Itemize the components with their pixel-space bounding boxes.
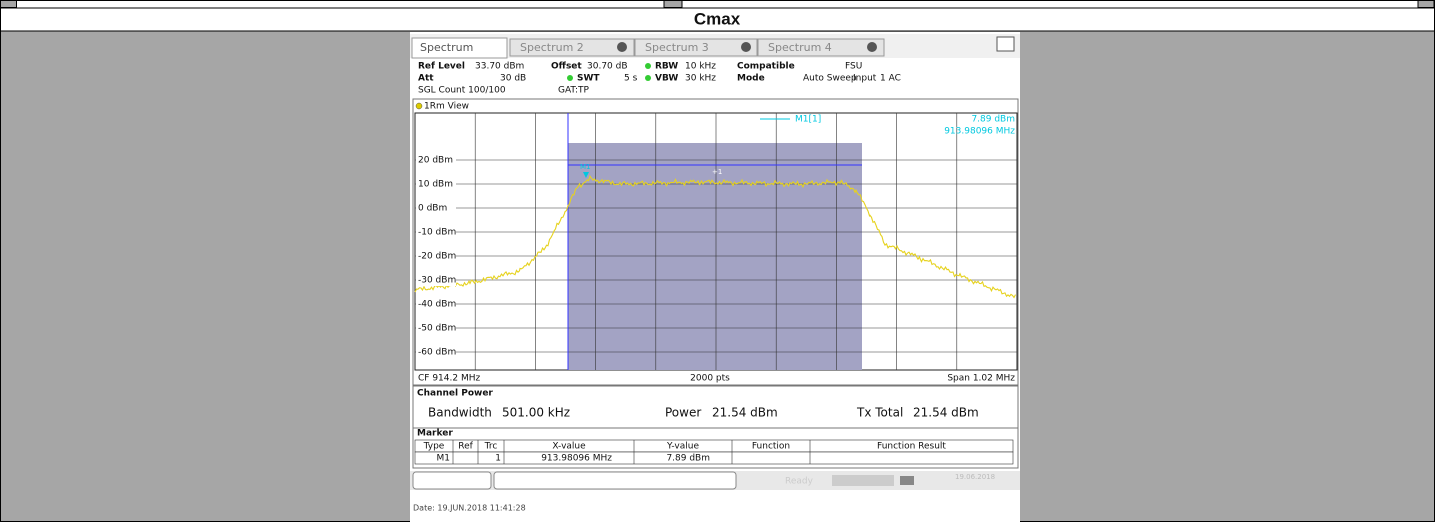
setting: VBW [655, 74, 678, 84]
cp-value: 21.54 dBm [712, 406, 778, 420]
col-header: X-value [552, 442, 586, 452]
channel-tag: +1 [712, 168, 722, 176]
led [645, 75, 651, 81]
setting: 33.70 dBm [475, 62, 524, 72]
plot-footer: 2000 pts [690, 374, 730, 384]
label-bg [416, 202, 456, 214]
setting: Ref Level [418, 62, 465, 72]
tab[interactable] [634, 38, 758, 57]
status-date: 19.06.2018 [955, 473, 995, 481]
setting: Compatible [737, 62, 795, 72]
y-label: 10 dBm [418, 180, 453, 190]
menu-icon[interactable] [996, 36, 1015, 52]
cell: 1 [495, 454, 501, 464]
tab[interactable] [757, 38, 885, 57]
y-labels: 20 dBm 10 dBm 0 dBm -10 dBm -20 dBm -30 dBm -4… [416, 154, 456, 358]
setting: Offset [551, 62, 582, 72]
col-header: Trc [484, 442, 498, 452]
label-bg [416, 322, 456, 334]
table-row [414, 451, 1014, 465]
led [567, 75, 573, 81]
setting: Auto Sweep [803, 74, 857, 84]
trace-icon [415, 102, 423, 110]
label-bg [416, 154, 456, 166]
y-label: -20 dBm [418, 252, 456, 262]
section-title: Marker [417, 429, 453, 439]
grid [415, 113, 1017, 370]
lan-icon [900, 476, 914, 485]
setting: 30 kHz [685, 74, 716, 84]
label-bg [416, 226, 456, 238]
status-field [493, 471, 737, 490]
label-bg [416, 250, 456, 262]
setting: RBW [655, 62, 678, 72]
status-field [412, 471, 492, 490]
header-title: Cmax [694, 9, 741, 28]
tab-label: Spectrum 2 [520, 41, 584, 54]
plot-footer: CF 914.2 MHz [418, 374, 480, 384]
setting: GAT:TP [558, 86, 589, 96]
marker-name: M1[1] [795, 115, 821, 125]
setting: Att [418, 74, 434, 84]
y-label: -60 dBm [418, 348, 456, 358]
setting: Mode [737, 74, 765, 84]
y-label: 0 dBm [418, 204, 447, 214]
status-state: Ready [785, 477, 814, 487]
cell: 7.89 dBm [666, 454, 710, 464]
channel-band [568, 143, 862, 370]
setting: 30 dB [500, 74, 526, 84]
marker-table: Type Ref Trc X-value Y-value Function Function… [414, 439, 1014, 465]
cell [0, 0, 17, 8]
label-bg [416, 178, 456, 190]
col-header: Function Result [877, 442, 946, 452]
cp-label: Bandwidth [428, 406, 492, 420]
tab-label: Spectrum [420, 41, 473, 54]
label-bg [416, 346, 456, 358]
setting: 5 s [624, 74, 638, 84]
section-title: Channel Power [417, 389, 493, 399]
y-label: -40 dBm [418, 300, 456, 310]
y-label: -30 dBm [418, 276, 456, 286]
cell: M1 [437, 454, 451, 464]
cell: 913.98096 MHz [541, 454, 612, 464]
col-header: Type [423, 442, 445, 452]
trace [414, 175, 1016, 299]
tab[interactable] [509, 38, 635, 57]
date-line: Date: 19.JUN.2018 11:41:28 [413, 504, 526, 513]
plot-footer: Span 1.02 MHz [947, 374, 1015, 384]
cp-value: 501.00 kHz [502, 406, 570, 420]
setting: 30.70 dB [587, 62, 628, 72]
setting: 1 AC [880, 74, 901, 84]
view-label: 1Rm View [424, 102, 469, 112]
tab-label: Spectrum 3 [645, 41, 709, 54]
tab-label: Spectrum 4 [768, 41, 832, 54]
progress [832, 475, 894, 486]
cp-value: 21.54 dBm [913, 406, 979, 420]
y-label: -10 dBm [418, 228, 456, 238]
label-bg [416, 298, 456, 310]
tab[interactable] [411, 37, 508, 59]
setting: SWT [577, 74, 600, 84]
marker-level: 7.89 dBm [971, 115, 1015, 125]
cell [663, 0, 683, 8]
col-header: Function [752, 442, 790, 452]
cp-label: Power [665, 406, 701, 420]
label-bg [416, 274, 456, 286]
y-label: -50 dBm [418, 324, 456, 334]
marker-freq: 913.98096 MHz [944, 127, 1015, 137]
close-icons [617, 42, 877, 52]
marker-arrow [583, 172, 589, 178]
led [645, 63, 651, 69]
cp-label: Tx Total [856, 406, 903, 420]
col-header: Y-value [666, 442, 699, 452]
col-header: Ref [458, 442, 473, 452]
cell [1417, 0, 1435, 8]
setting: FSU [845, 62, 862, 72]
setting: 10 kHz [685, 62, 716, 72]
setting: Input [853, 74, 877, 84]
setting: SGL Count 100/100 [418, 86, 506, 96]
y-label: 20 dBm [418, 156, 453, 166]
marker-tag: M1 [580, 163, 591, 171]
